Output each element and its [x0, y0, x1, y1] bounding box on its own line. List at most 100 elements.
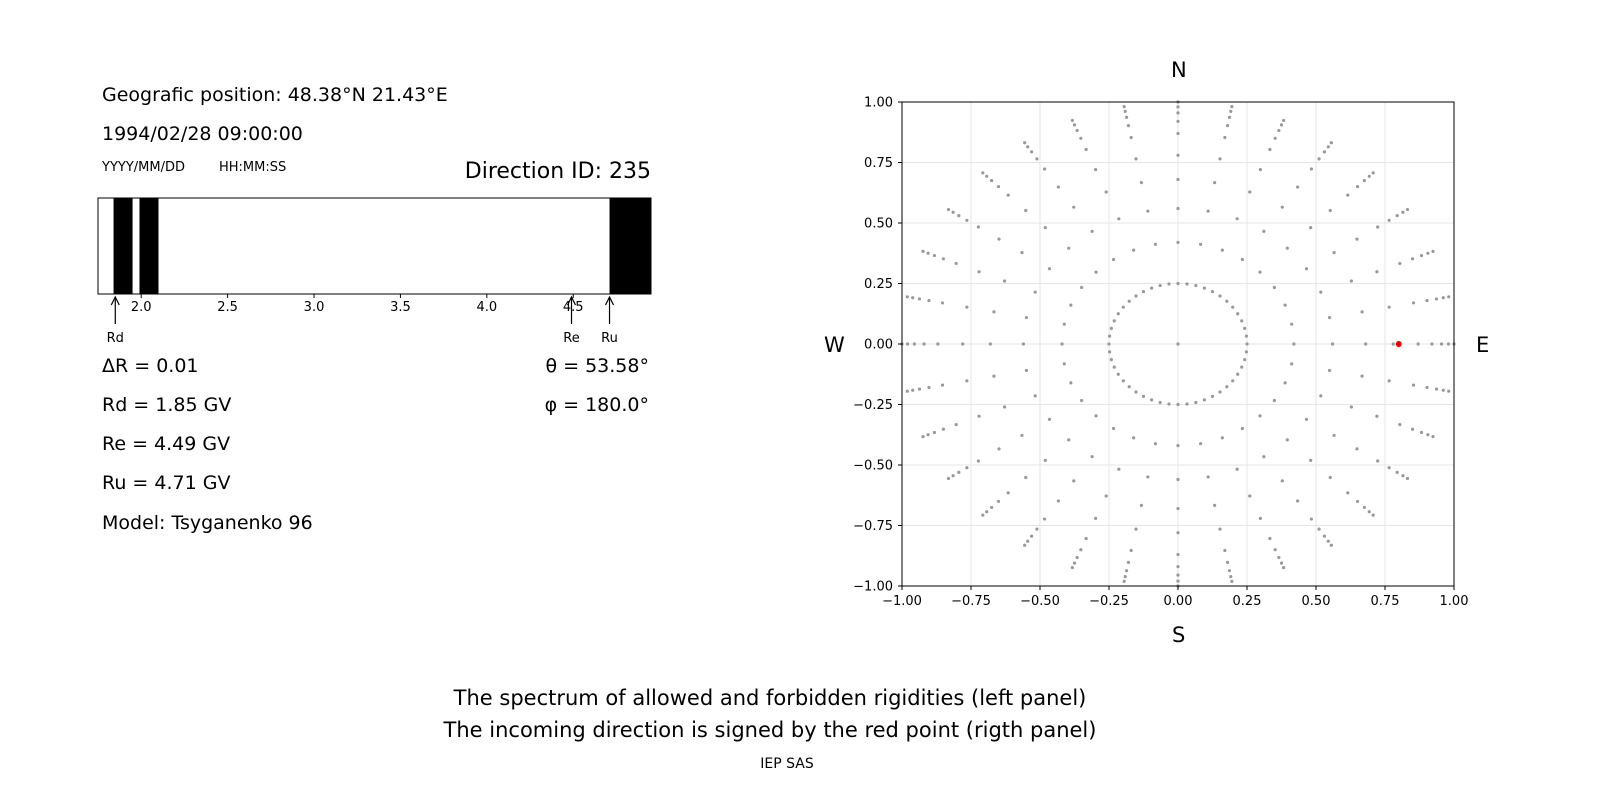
- direction-point: [1107, 350, 1112, 354]
- direction-point: [911, 296, 915, 300]
- direction-point: [1111, 257, 1116, 262]
- direction-point: [1364, 342, 1368, 346]
- direction-point: [1075, 128, 1079, 133]
- direction-point: [981, 171, 985, 175]
- direction-point: [1141, 290, 1146, 294]
- direction-point: [1123, 109, 1127, 113]
- direction-point: [1258, 168, 1262, 172]
- direction-point: [1021, 342, 1026, 346]
- x-tick-label: 4.5: [563, 300, 584, 315]
- direction-point: [911, 388, 915, 392]
- direction-point: [1371, 513, 1375, 517]
- direction-point: [1285, 246, 1289, 250]
- direction-point: [1080, 398, 1084, 403]
- direction-point: [1006, 491, 1010, 495]
- direction-point: [1279, 123, 1284, 127]
- x-tick-label: −0.75: [951, 594, 991, 609]
- direction-point: [1416, 342, 1420, 346]
- x-tick-label: −1.00: [882, 594, 922, 609]
- direction-point: [1176, 565, 1180, 569]
- west-label: W: [824, 333, 845, 357]
- direction-point: [1391, 342, 1395, 346]
- direction-point: [1024, 208, 1028, 213]
- selected-direction-point: [1395, 341, 1402, 347]
- direction-point: [1430, 342, 1434, 346]
- direction-point: [1176, 506, 1180, 511]
- direction-point: [1268, 147, 1272, 152]
- date-time: 1994/02/28 09:00:00: [102, 123, 303, 145]
- direction-point: [1218, 527, 1222, 531]
- direction-point: [1194, 283, 1198, 288]
- direction-point: [1006, 193, 1010, 197]
- direction-point: [1218, 390, 1222, 394]
- spectrum-markers: Rd Re Ru: [107, 295, 618, 346]
- direction-point: [1062, 322, 1066, 326]
- direction-point: [1240, 365, 1244, 369]
- direction-point: [1273, 548, 1277, 552]
- direction-point: [1149, 286, 1154, 290]
- direction-point: [1332, 433, 1336, 438]
- direction-point: [926, 433, 930, 437]
- y-tick-label: −1.00: [853, 580, 893, 595]
- direction-point: [1047, 417, 1052, 421]
- direction-point: [1248, 494, 1252, 498]
- direction-point: [1371, 171, 1375, 175]
- direction-point: [1126, 560, 1131, 564]
- direction-point: [905, 295, 909, 299]
- direction-point: [1349, 279, 1353, 283]
- direction-point: [1020, 250, 1024, 255]
- direction-point: [1024, 315, 1029, 320]
- direction-point: [1094, 516, 1098, 520]
- direction-point: [1279, 561, 1284, 565]
- delta-r-value: ΔR = 0.01: [102, 355, 199, 377]
- direction-point: [990, 178, 994, 183]
- direction-point: [1176, 531, 1180, 535]
- direction-point: [1248, 190, 1252, 194]
- direction-point: [1439, 342, 1444, 346]
- direction-map-chart: −1.00 −0.75 −0.50 −0.25 0.00 0.25 0.50 0.75 1.00…: [853, 96, 1468, 610]
- direction-point: [992, 374, 996, 378]
- map-ticks: −1.00 −0.75 −0.50 −0.25 0.00 0.25 0.50 0.75 1.00…: [853, 96, 1468, 610]
- direction-point: [1176, 477, 1180, 482]
- direction-point: [1176, 552, 1180, 557]
- y-tick-label: 0.50: [864, 217, 893, 232]
- direction-point: [951, 474, 955, 478]
- direction-point: [1395, 470, 1399, 474]
- direction-point: [1090, 229, 1094, 233]
- direction-point: [941, 427, 946, 431]
- direction-point: [1227, 569, 1232, 573]
- direction-point: [1376, 225, 1380, 229]
- direction-point: [1401, 210, 1405, 214]
- x-tick-label: 4.0: [476, 300, 497, 315]
- direction-point: [1410, 257, 1415, 261]
- direction-point: [965, 305, 969, 309]
- direction-point: [1176, 111, 1180, 115]
- direction-point: [1225, 299, 1229, 303]
- direction-point: [1327, 315, 1332, 320]
- direction-point: [1122, 579, 1126, 583]
- direction-point: [1405, 476, 1410, 481]
- direction-point: [921, 249, 925, 253]
- marker-label-ru: Ru: [601, 331, 618, 346]
- x-tick-label: 0.00: [1164, 594, 1193, 609]
- direction-point: [1434, 297, 1439, 301]
- direction-point: [932, 253, 937, 258]
- direction-point: [1094, 168, 1098, 172]
- direction-point: [997, 447, 1001, 451]
- direction-point: [1362, 505, 1366, 510]
- direction-point: [965, 466, 969, 470]
- direction-point: [1235, 467, 1239, 471]
- marker-arrowhead: [110, 295, 120, 306]
- direction-point: [1079, 136, 1083, 140]
- direction-point: [1277, 128, 1281, 133]
- direction-point: [1117, 217, 1121, 221]
- direction-point: [1109, 358, 1113, 362]
- x-tick-label: 0.25: [1233, 594, 1262, 609]
- direction-point: [1262, 229, 1266, 233]
- direction-point: [990, 505, 994, 510]
- direction-point: [1107, 334, 1112, 338]
- direction-point: [1231, 305, 1235, 309]
- direction-point: [917, 387, 922, 391]
- direction-point: [1244, 334, 1249, 338]
- direction-point: [1225, 560, 1230, 564]
